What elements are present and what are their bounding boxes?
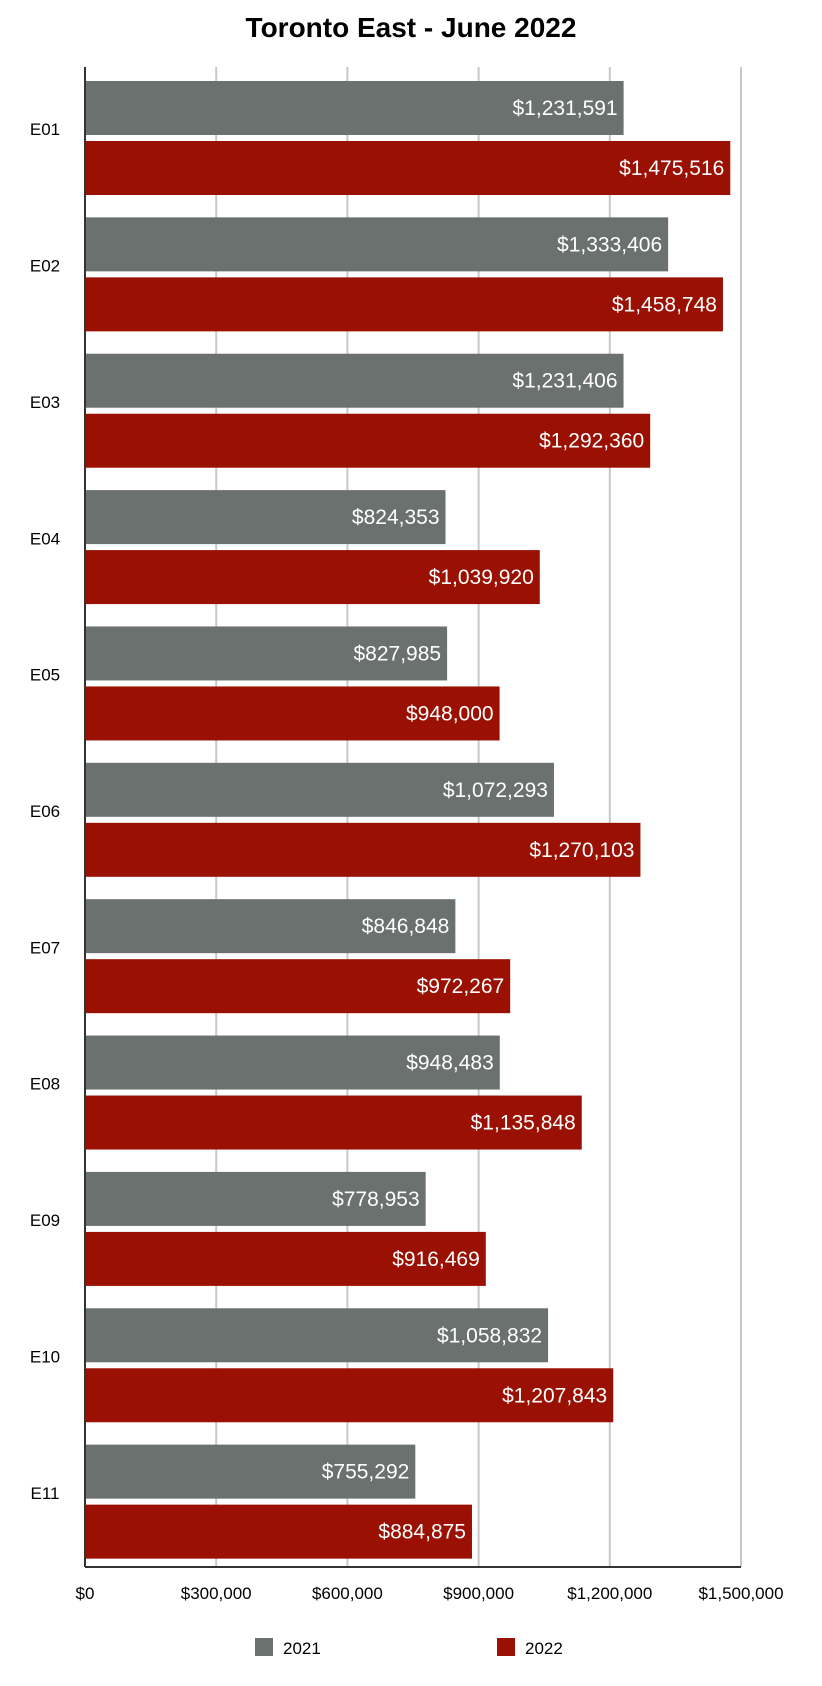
category-label: E04 — [30, 529, 60, 548]
bar-2022-E05 — [85, 686, 500, 741]
legend-label: 2022 — [525, 1639, 563, 1658]
data-label: $778,953 — [332, 1188, 420, 1211]
data-label: $1,292,360 — [539, 430, 644, 453]
x-tick-label: $900,000 — [443, 1584, 514, 1603]
data-label: $1,039,920 — [429, 566, 534, 589]
data-label: $948,483 — [406, 1052, 494, 1075]
data-label: $916,469 — [392, 1248, 480, 1271]
data-label: $1,058,832 — [437, 1324, 542, 1347]
bar-2022-E08 — [85, 1095, 582, 1150]
data-label: $755,292 — [322, 1461, 410, 1484]
data-label: $1,207,843 — [502, 1384, 607, 1407]
bar-2021-E02 — [85, 217, 669, 272]
data-label: $972,267 — [417, 975, 505, 998]
data-label: $824,353 — [352, 506, 440, 529]
legend: 2021 2022 — [255, 1638, 563, 1658]
x-tick-label: $600,000 — [312, 1584, 383, 1603]
data-label: $1,135,848 — [471, 1112, 576, 1135]
category-label: E07 — [30, 938, 60, 957]
data-label: $1,458,748 — [612, 293, 717, 316]
legend-label: 2021 — [283, 1639, 321, 1658]
data-label: $1,072,293 — [443, 779, 548, 802]
chart-title: Toronto East - June 2022 — [246, 12, 577, 43]
category-label: E10 — [30, 1347, 60, 1366]
category-label: E09 — [30, 1211, 60, 1230]
bar-2021-E08 — [85, 1035, 500, 1090]
x-tick-label: $300,000 — [181, 1584, 252, 1603]
bar-2022-E11 — [85, 1504, 472, 1559]
bar-2021-E07 — [85, 899, 456, 954]
x-tick-label: $1,200,000 — [567, 1584, 652, 1603]
bar-2021-E05 — [85, 626, 448, 681]
bar-2021-E03 — [85, 353, 624, 408]
bar-2022-E02 — [85, 277, 723, 332]
data-label: $1,231,406 — [512, 370, 617, 393]
legend-swatch-2021 — [255, 1638, 273, 1656]
category-label: E03 — [30, 393, 60, 412]
bar-2021-E04 — [85, 490, 446, 545]
bar-2022-E06 — [85, 822, 641, 877]
bar-2022-E04 — [85, 550, 540, 605]
bar-2021-E01 — [85, 81, 624, 135]
bar-2022-E01 — [85, 141, 731, 195]
category-label: E11 — [31, 1484, 60, 1503]
data-label: $948,000 — [406, 702, 494, 725]
bar-2022-E03 — [85, 413, 651, 468]
data-label: $1,231,591 — [513, 97, 618, 120]
category-label: E02 — [30, 257, 60, 276]
axes: $0 $300,000 $600,000 $900,000 $1,200,000 $1,5… — [30, 67, 784, 1603]
data-label: $884,875 — [378, 1521, 466, 1544]
bar-2021-E06 — [85, 762, 554, 817]
legend-swatch-2022 — [497, 1638, 515, 1656]
bar-2021-E09 — [85, 1171, 426, 1226]
category-label: E05 — [30, 666, 60, 685]
bars: $1,231,591 $1,475,516 $1,333,406 $1,458,748… — [85, 81, 731, 1559]
data-label: $1,475,516 — [619, 157, 724, 180]
x-tick-label: $1,500,000 — [698, 1584, 783, 1603]
category-label: E01 — [30, 120, 60, 139]
bar-2022-E07 — [85, 959, 511, 1014]
bar-2022-E09 — [85, 1231, 486, 1286]
data-label: $846,848 — [362, 915, 450, 938]
data-label: $827,985 — [354, 642, 442, 665]
bar-2021-E10 — [85, 1308, 549, 1363]
category-label: E08 — [30, 1075, 60, 1094]
bar-2022-E10 — [85, 1368, 614, 1423]
bar-2021-E11 — [85, 1444, 416, 1499]
x-tick-label: $0 — [76, 1584, 95, 1603]
data-label: $1,333,406 — [557, 233, 662, 256]
category-label: E06 — [30, 802, 60, 821]
data-label: $1,270,103 — [529, 839, 634, 862]
